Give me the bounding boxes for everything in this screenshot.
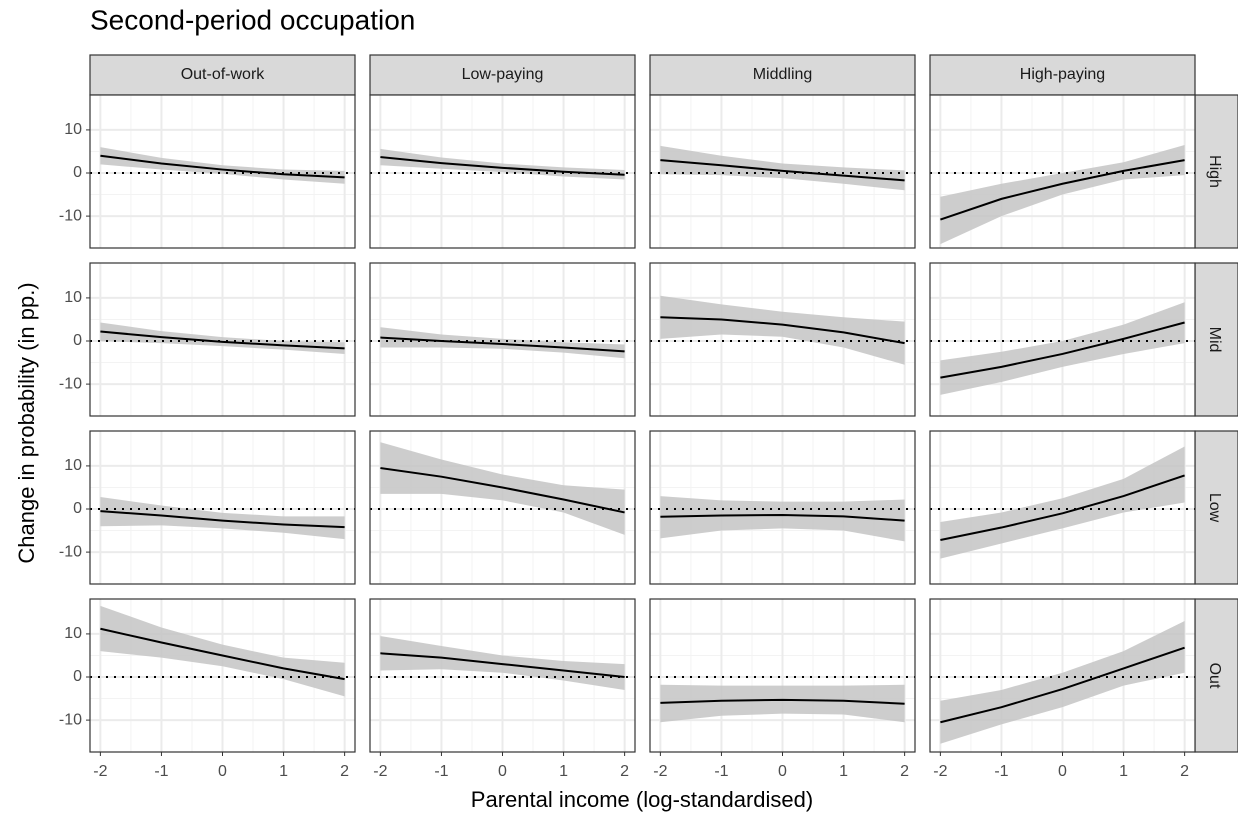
line: [100, 330, 345, 350]
panel-border: [89, 262, 356, 417]
y-tick-label: -10: [59, 543, 82, 560]
y-tick-label: 0: [73, 668, 82, 685]
column-label: High-paying: [1020, 66, 1105, 83]
panel-border: [929, 94, 1196, 249]
strip: [369, 54, 636, 96]
y-tick-label: 10: [64, 289, 82, 306]
x-tick-label: 2: [900, 763, 909, 780]
row-label: Mid: [1206, 327, 1223, 353]
row-label: Out: [1206, 663, 1223, 689]
x-tick-label: -2: [653, 763, 667, 780]
column-label: Out-of-work: [181, 66, 266, 83]
strip: [89, 54, 356, 96]
panel-border: [369, 262, 636, 417]
line: [100, 510, 345, 529]
x-axis-label: Parental income (log-standardised): [471, 787, 813, 812]
line: [100, 154, 345, 179]
strip: [929, 54, 1196, 96]
confidence-ribbon: [940, 144, 1185, 245]
x-tick-label: -2: [933, 763, 947, 780]
panel-border: [649, 94, 916, 249]
line: [660, 698, 905, 705]
x-tick-label: 2: [1180, 763, 1189, 780]
confidence-ribbon: [660, 496, 905, 542]
x-tick-label: 1: [559, 763, 568, 780]
line: [380, 467, 625, 514]
chart-title: Second-period occupation: [90, 4, 415, 35]
line: [940, 159, 1185, 221]
x-tick-label: -1: [434, 763, 448, 780]
y-tick-label: 10: [64, 457, 82, 474]
confidence-ribbon: [100, 605, 345, 697]
x-tick-label: 0: [778, 763, 787, 780]
y-tick-label: 0: [73, 164, 82, 181]
line: [660, 514, 905, 522]
y-tick-label: -10: [59, 375, 82, 392]
strip: [649, 54, 916, 96]
x-tick-label: -1: [994, 763, 1008, 780]
x-tick-label: 0: [218, 763, 227, 780]
strip: [1194, 430, 1238, 585]
x-tick-label: -1: [154, 763, 168, 780]
x-tick-label: 1: [1119, 763, 1128, 780]
x-tick-label: 2: [620, 763, 629, 780]
x-tick-label: 2: [340, 763, 349, 780]
line: [660, 159, 905, 182]
y-tick-label: -10: [59, 207, 82, 224]
x-tick-label: 0: [498, 763, 507, 780]
line: [380, 156, 625, 176]
column-label: Low-paying: [462, 66, 544, 83]
confidence-ribbon: [660, 684, 905, 723]
panel-border: [929, 430, 1196, 585]
x-tick-label: -1: [714, 763, 728, 780]
row-label: Low: [1206, 493, 1223, 523]
y-tick-label: 0: [73, 332, 82, 349]
confidence-ribbon: [100, 496, 345, 540]
panel-border: [369, 430, 636, 585]
confidence-ribbon: [940, 302, 1185, 395]
column-label: Middling: [753, 66, 813, 83]
confidence-ribbon: [660, 295, 905, 365]
panel-border: [929, 262, 1196, 417]
y-tick-label: 10: [64, 121, 82, 138]
panel-border: [369, 94, 636, 249]
x-tick-label: -2: [93, 763, 107, 780]
line: [940, 646, 1185, 724]
y-axis-label: Change in probability (in pp.): [14, 282, 39, 563]
strip: [1194, 94, 1238, 249]
panel-border: [649, 430, 916, 585]
y-tick-label: -10: [59, 711, 82, 728]
confidence-ribbon: [660, 145, 905, 191]
line: [940, 321, 1185, 379]
panel-border: [89, 430, 356, 585]
line: [100, 627, 345, 681]
x-tick-label: 1: [279, 763, 288, 780]
y-tick-label: 10: [64, 625, 82, 642]
line: [660, 316, 905, 345]
x-tick-label: -2: [373, 763, 387, 780]
confidence-ribbon: [380, 442, 625, 535]
line: [940, 474, 1185, 542]
panel-border: [649, 262, 916, 417]
confidence-ribbon: [940, 620, 1185, 744]
line: [380, 652, 625, 679]
x-tick-label: 1: [839, 763, 848, 780]
confidence-ribbon: [380, 327, 625, 359]
panel-border: [89, 94, 356, 249]
confidence-ribbon: [940, 446, 1185, 559]
row-label: High: [1206, 155, 1223, 188]
x-tick-label: 0: [1058, 763, 1067, 780]
y-tick-label: 0: [73, 500, 82, 517]
line: [380, 336, 625, 353]
